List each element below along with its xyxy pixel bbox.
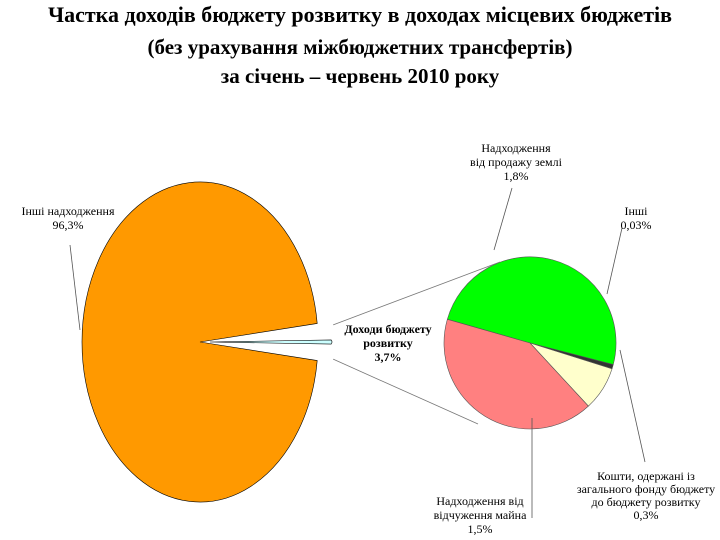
label-property-alienation-line-2: відчуження майна [434, 508, 527, 522]
label-general-fund-line-3: до бюджету розвитку [592, 495, 701, 509]
connector-line-top [333, 261, 501, 326]
connector-line-bottom [333, 358, 479, 425]
label-development-budget-line-1: Доходи бюджету [344, 322, 431, 336]
label-land-sales-line-1: Надходження [481, 141, 551, 155]
label-property-alienation-line-1: Надходження від [436, 494, 523, 508]
label-general-fund: Кошти, одержані із загального фонду бюдже… [577, 469, 715, 522]
label-other-income: Інші надходження 96,3% [22, 204, 115, 232]
label-development-budget: Доходи бюджету розвитку 3,7% [344, 322, 431, 364]
label-other-income-line-2: 96,3% [53, 218, 84, 232]
pie-slice-property-alienation [443, 318, 589, 430]
pie-slice-land-sales [446, 256, 617, 365]
label-development-budget-line-2: розвитку [363, 336, 413, 350]
label-land-sales-line-2: від продажу землі [470, 155, 563, 169]
label-property-alienation-line-3: 1,5% [468, 522, 493, 536]
label-property-alienation: Надходження від відчуження майна 1,5% [434, 494, 527, 536]
leader-line-general-fund [619, 349, 646, 463]
label-other-income-line-1: Інші надходження [22, 204, 115, 218]
pie-slice-other-income [81, 181, 318, 503]
pie-slice-development-budget [209, 339, 333, 345]
leader-line-other-income [69, 244, 81, 331]
label-other-line-1: Інші [625, 204, 649, 218]
chart-title-line-2: (без урахування міжбюджетних трансфертів… [147, 35, 573, 59]
chart-title-line-3: за січень – червень 2010 року [220, 64, 500, 88]
label-other: Інші 0,03% [621, 204, 652, 232]
label-land-sales: Надходження від продажу землі 1,8% [470, 141, 563, 183]
label-land-sales-line-3: 1,8% [504, 169, 529, 183]
leader-line-land [493, 187, 513, 251]
label-general-fund-line-2: загального фонду бюджету [577, 482, 715, 496]
label-development-budget-line-3: 3,7% [375, 350, 402, 364]
label-general-fund-line-4: 0,3% [634, 508, 659, 522]
label-general-fund-line-1: Кошти, одержані із [597, 469, 695, 483]
leader-line-other [606, 227, 623, 295]
chart-title-line-1: Частка доходів бюджету розвитку в дохода… [47, 2, 673, 27]
label-other-line-2: 0,03% [621, 218, 652, 232]
